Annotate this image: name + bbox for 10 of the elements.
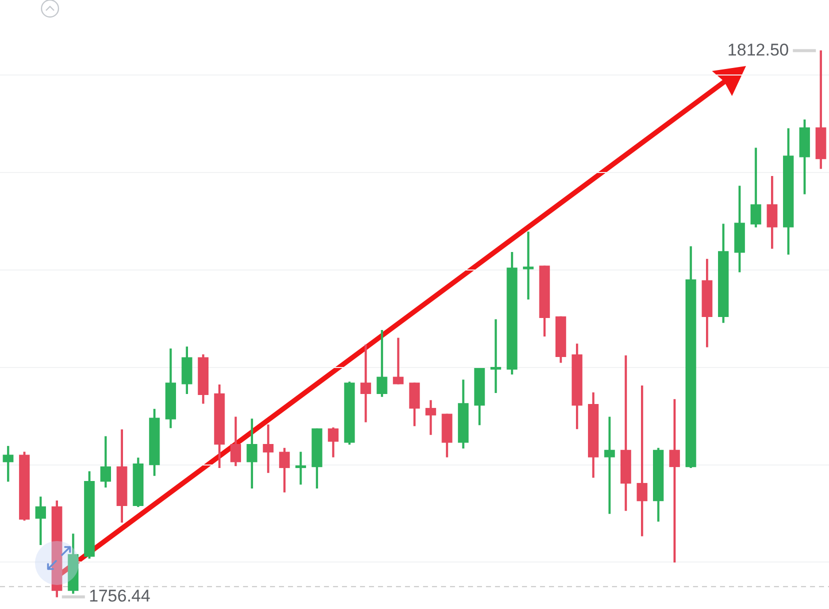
- candlestick: [522, 232, 534, 300]
- candlestick: [360, 344, 372, 422]
- candlestick: [392, 338, 404, 384]
- candlestick: [262, 424, 274, 473]
- candlestick: [425, 400, 436, 435]
- annotation: 1812.50: [727, 40, 789, 60]
- candlestick: [620, 355, 632, 511]
- annotation: 1756.44: [88, 586, 150, 606]
- candlestick: [490, 319, 502, 394]
- candlestick: [295, 452, 306, 485]
